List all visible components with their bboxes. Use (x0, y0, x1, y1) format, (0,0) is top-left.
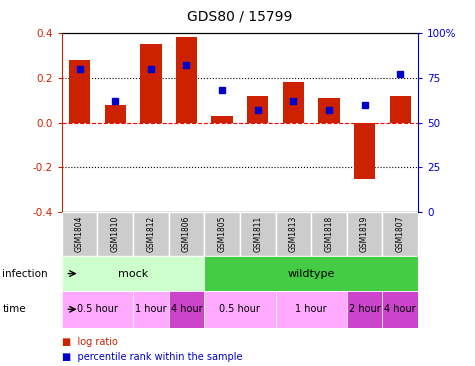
Text: GSM1811: GSM1811 (253, 216, 262, 253)
Text: GSM1806: GSM1806 (182, 216, 191, 253)
Text: GSM1804: GSM1804 (75, 216, 84, 253)
Bar (62, 256, 204, 291)
Bar (104, 105, 126, 123)
Bar (240, 212, 276, 256)
Text: GSM1810: GSM1810 (111, 216, 120, 253)
Bar (390, 96, 411, 123)
Text: time: time (2, 304, 26, 314)
Text: GSM1813: GSM1813 (289, 216, 298, 253)
Bar (276, 291, 347, 328)
Bar (276, 212, 311, 256)
Bar (69, 60, 90, 123)
Text: GDS80 / 15799: GDS80 / 15799 (187, 10, 293, 24)
Text: 4 hour: 4 hour (171, 304, 202, 314)
Bar (318, 98, 340, 123)
Bar (176, 37, 197, 123)
Bar (133, 291, 169, 328)
Text: infection: infection (2, 269, 48, 279)
Bar (169, 212, 204, 256)
Bar (204, 256, 418, 291)
Bar (311, 212, 347, 256)
Text: GSM1805: GSM1805 (218, 216, 227, 253)
Bar (97, 212, 133, 256)
Text: GSM1807: GSM1807 (396, 216, 405, 253)
Text: wildtype: wildtype (287, 269, 335, 279)
Bar (133, 212, 169, 256)
Text: 0.5 hour: 0.5 hour (77, 304, 118, 314)
Bar (62, 212, 97, 256)
Bar (347, 212, 382, 256)
Bar (140, 44, 162, 123)
Text: GSM1818: GSM1818 (324, 216, 333, 253)
Bar (247, 96, 268, 123)
Bar (354, 123, 375, 179)
Bar (283, 82, 304, 123)
Bar (204, 212, 240, 256)
Bar (169, 291, 204, 328)
Text: 4 hour: 4 hour (384, 304, 416, 314)
Text: ■  log ratio: ■ log ratio (62, 337, 118, 347)
Text: mock: mock (118, 269, 148, 279)
Text: GSM1819: GSM1819 (360, 216, 369, 253)
Bar (204, 291, 276, 328)
Text: 1 hour: 1 hour (295, 304, 327, 314)
Bar (347, 291, 382, 328)
Text: 1 hour: 1 hour (135, 304, 167, 314)
Bar (382, 212, 418, 256)
Text: ■  percentile rank within the sample: ■ percentile rank within the sample (62, 352, 242, 362)
Text: 0.5 hour: 0.5 hour (219, 304, 260, 314)
Bar (211, 116, 233, 123)
Text: GSM1812: GSM1812 (146, 216, 155, 253)
Bar (62, 291, 133, 328)
Bar (382, 291, 418, 328)
Text: 2 hour: 2 hour (349, 304, 380, 314)
